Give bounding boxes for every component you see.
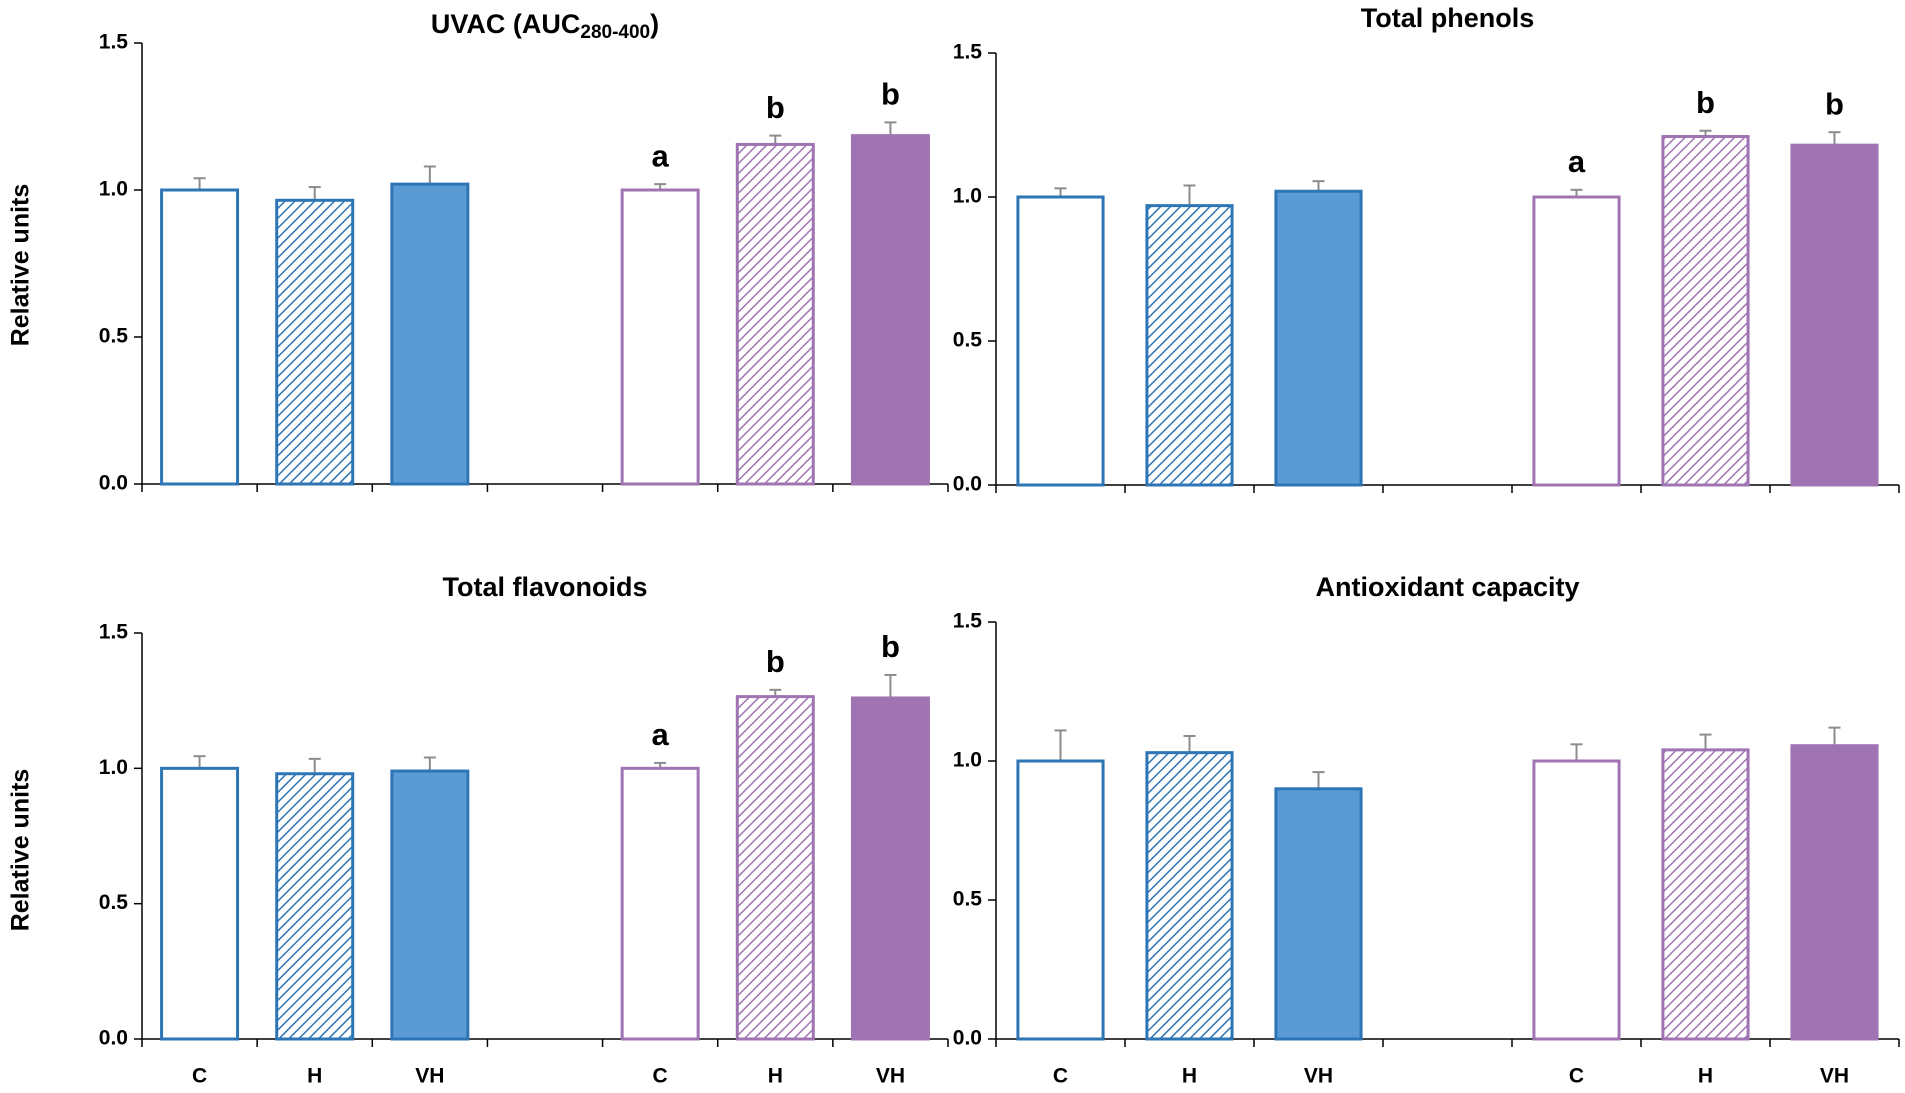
y-tick-label: 0.0 [99, 1027, 128, 1050]
bar [735, 695, 815, 1041]
x-tick-label: C [192, 1065, 207, 1088]
y-axis-label: Relative units [7, 769, 35, 932]
bar [1016, 195, 1105, 487]
y-tick-label: 1.0 [99, 756, 128, 779]
x-tick-label: H [1182, 1065, 1197, 1088]
x-tick-label: VH [415, 1065, 444, 1088]
bar [275, 198, 355, 486]
bar [1790, 744, 1879, 1041]
y-tick-label: 1.5 [99, 621, 129, 644]
bar [390, 769, 470, 1041]
title-text: Antioxidant capacity [1315, 572, 1579, 602]
title-subscript: 280-400 [580, 22, 650, 43]
x-tick-label: VH [1304, 1065, 1333, 1088]
significance-letter: a [652, 717, 670, 752]
y-tick-label: 0.0 [953, 1027, 982, 1050]
chart-title: Total phenols [1361, 3, 1535, 33]
bar [1532, 759, 1621, 1041]
x-tick-label: VH [1820, 1065, 1849, 1088]
bar [1016, 759, 1105, 1041]
chart-title: UVAC (AUC280-400) [431, 9, 659, 43]
significance-letter: b [766, 90, 785, 125]
x-tick-label: H [1698, 1065, 1713, 1088]
x-tick-label: C [653, 1065, 668, 1088]
y-tick-label: 1.0 [953, 749, 982, 772]
chart-title: Total flavonoids [442, 572, 647, 602]
title-text: UVAC (AUC [431, 9, 581, 39]
title-end: ) [650, 9, 659, 39]
bar [1790, 143, 1879, 487]
bar [390, 182, 470, 486]
y-tick-label: 1.5 [99, 31, 129, 54]
bar [160, 766, 240, 1041]
significance-letter: b [1696, 85, 1715, 120]
title-text: Total phenols [1361, 3, 1535, 33]
bar [735, 142, 815, 486]
significance-letter: b [881, 77, 900, 112]
x-tick-label: H [768, 1065, 783, 1088]
bar [1145, 204, 1234, 487]
bar [620, 188, 700, 486]
bar [850, 696, 930, 1041]
y-tick-label: 0.5 [99, 891, 129, 914]
x-tick-label: C [1569, 1065, 1584, 1088]
y-tick-label: 0.0 [953, 473, 982, 496]
bar [1145, 751, 1234, 1041]
x-tick-label: H [307, 1065, 322, 1088]
bar [620, 766, 700, 1041]
y-tick-label: 0.5 [953, 329, 983, 352]
y-tick-label: 1.5 [953, 610, 983, 633]
y-tick-label: 1.5 [953, 41, 983, 64]
bar [275, 772, 355, 1041]
x-tick-label: VH [876, 1065, 905, 1088]
significance-letter: b [766, 644, 785, 679]
y-tick-label: 1.0 [99, 178, 128, 201]
bar [1661, 748, 1750, 1041]
significance-letter: b [1825, 86, 1844, 121]
chart-title: Antioxidant capacity [1315, 572, 1579, 602]
bar [1532, 195, 1621, 487]
y-axis-label: Relative units [7, 184, 35, 347]
significance-letter: a [652, 138, 670, 173]
bar [160, 188, 240, 486]
title-text: Total flavonoids [442, 572, 647, 602]
bar [850, 134, 930, 486]
bar [1274, 189, 1363, 487]
significance-letter: a [1568, 144, 1586, 179]
y-tick-label: 0.0 [99, 472, 128, 495]
significance-letter: b [881, 629, 900, 664]
x-tick-label: C [1053, 1065, 1068, 1088]
bar [1274, 787, 1363, 1041]
bar [1661, 135, 1750, 487]
y-tick-label: 0.5 [99, 325, 129, 348]
y-tick-label: 0.5 [953, 888, 983, 911]
y-tick-label: 1.0 [953, 185, 982, 208]
